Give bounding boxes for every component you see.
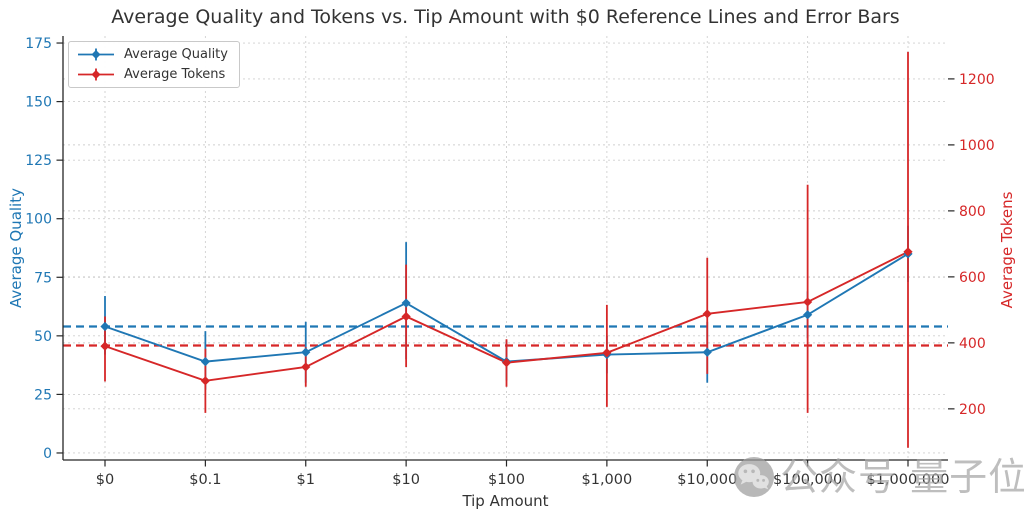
left-tick-label: 75 xyxy=(34,270,52,286)
axis-ticks-and-labels: 0 25 50 75 100 125 150 175 200 400 600 800 1000 1200 $… xyxy=(25,36,994,488)
x-tick-label: $1,000,000 xyxy=(866,472,949,488)
left-axis-label: Average Quality xyxy=(7,188,25,308)
x-tick-label: $0 xyxy=(96,472,114,488)
reference-lines xyxy=(63,325,948,347)
x-tick-label: $100,000 xyxy=(773,472,842,488)
chart-title: Average Quality and Tokens vs. Tip Amoun… xyxy=(111,6,900,28)
right-tick-label: 1200 xyxy=(959,72,995,88)
legend-label: Average Tokens xyxy=(124,67,226,82)
axis-spines xyxy=(62,36,948,461)
right-axis-label: Average Tokens xyxy=(998,191,1016,309)
x-axis-label: Tip Amount xyxy=(462,492,549,510)
right-tick-label: 200 xyxy=(959,402,986,418)
legend-item-average-tokens: Average Tokens xyxy=(77,67,228,82)
x-tick-label: $1 xyxy=(297,472,315,488)
left-tick-label: 50 xyxy=(34,329,52,345)
left-tick-label: 175 xyxy=(25,36,52,52)
left-tick-label: 0 xyxy=(43,446,52,462)
x-tick-label: $100 xyxy=(488,472,525,488)
left-tick-label: 125 xyxy=(25,153,52,169)
legend: Average Quality Average Tokens xyxy=(68,41,240,88)
right-tick-label: 1000 xyxy=(959,138,995,154)
left-tick-label: 150 xyxy=(25,95,52,111)
markers-average-tokens xyxy=(100,247,913,386)
legend-label: Average Quality xyxy=(124,47,228,62)
x-tick-label: $1,000 xyxy=(582,472,633,488)
left-tick-label: 100 xyxy=(25,212,52,228)
legend-item-average-quality: Average Quality xyxy=(77,47,228,62)
x-tick-label: $0.1 xyxy=(189,472,221,488)
x-tick-label: $10 xyxy=(392,472,420,488)
x-tick-label: $10,000 xyxy=(677,472,737,488)
right-tick-label: 400 xyxy=(959,336,986,352)
errorbar-handle-icon xyxy=(78,48,114,61)
right-tick-label: 800 xyxy=(959,204,986,220)
left-tick-label: 25 xyxy=(34,387,52,403)
right-tick-label: 600 xyxy=(959,270,986,286)
gridlines xyxy=(63,36,948,460)
errorbar-handle-icon xyxy=(78,68,114,81)
